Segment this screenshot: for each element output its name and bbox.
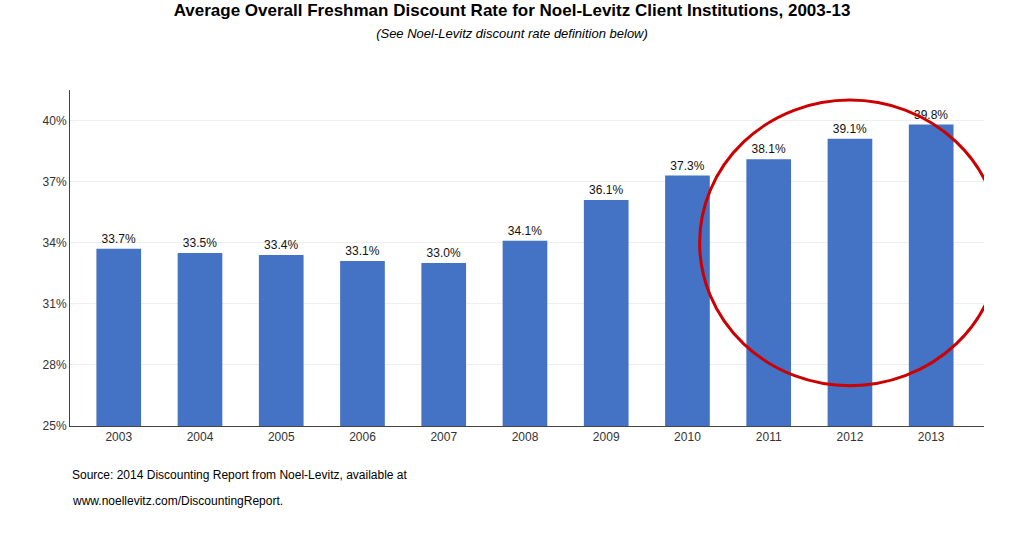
svg-text:Source: 2014 Discounting Repor: Source: 2014 Discounting Report from Noe… — [72, 468, 408, 482]
svg-text:2003: 2003 — [105, 430, 132, 444]
svg-text:28%: 28% — [43, 358, 67, 372]
svg-text:33.5%: 33.5% — [183, 236, 217, 250]
svg-text:37%: 37% — [43, 175, 67, 189]
svg-text:2012: 2012 — [837, 430, 864, 444]
svg-text:2006: 2006 — [349, 430, 376, 444]
svg-text:34%: 34% — [43, 236, 67, 250]
svg-text:2010: 2010 — [674, 430, 701, 444]
svg-text:31%: 31% — [43, 297, 67, 311]
svg-text:2007: 2007 — [430, 430, 457, 444]
svg-text:25%: 25% — [43, 419, 67, 433]
svg-text:33.7%: 33.7% — [102, 232, 136, 246]
svg-text:2009: 2009 — [593, 430, 620, 444]
svg-text:40%: 40% — [43, 114, 67, 128]
svg-text:33.1%: 33.1% — [345, 244, 379, 258]
svg-text:38.1%: 38.1% — [752, 142, 786, 156]
svg-text:36.1%: 36.1% — [589, 183, 623, 197]
svg-text:2005: 2005 — [268, 430, 295, 444]
svg-text:34.1%: 34.1% — [508, 224, 542, 238]
svg-text:39.1%: 39.1% — [833, 122, 867, 136]
svg-text:39.8%: 39.8% — [914, 108, 948, 122]
svg-text:2008: 2008 — [512, 430, 539, 444]
svg-text:www.noellevitz.com/Discounting: www.noellevitz.com/DiscountingReport. — [72, 494, 283, 508]
svg-text:33.0%: 33.0% — [427, 246, 461, 260]
svg-text:37.3%: 37.3% — [670, 159, 704, 173]
svg-text:2011: 2011 — [756, 430, 782, 444]
svg-text:33.4%: 33.4% — [264, 238, 298, 252]
svg-text:Average Overall Freshman Disco: Average Overall Freshman Discount Rate f… — [174, 1, 851, 41]
svg-text:2004: 2004 — [187, 430, 214, 444]
svg-text:2013: 2013 — [918, 430, 945, 444]
